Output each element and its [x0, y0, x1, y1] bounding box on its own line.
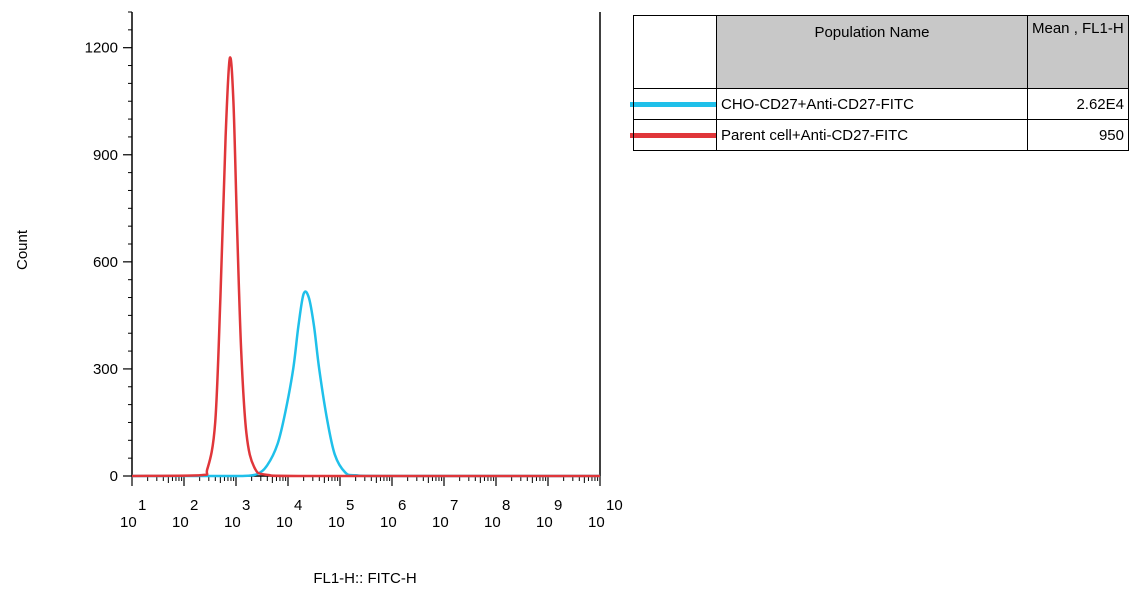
x-tick-exponent: 9: [554, 497, 562, 514]
legend-swatch-cell: [630, 88, 717, 120]
x-tick-label: 10: [172, 514, 189, 531]
x-tick-exponent: 6: [398, 497, 406, 514]
legend-header-blank: [633, 15, 717, 89]
x-tick-label: 10: [380, 514, 397, 531]
legend-row-value: 950: [1027, 119, 1129, 151]
y-tick-label: 300: [93, 361, 118, 378]
legend-table: Population Name Mean , FL1-H CHO-CD27+An…: [630, 15, 1129, 151]
x-tick-exponent: 7: [450, 497, 458, 514]
legend-header-name: Population Name: [716, 15, 1028, 89]
legend-row: CHO-CD27+Anti-CD27-FITC 2.62E4: [630, 88, 1129, 120]
series-line: [131, 290, 600, 478]
legend-swatch: [630, 132, 716, 138]
y-axis-label: Count: [13, 229, 31, 271]
x-tick-label: 10: [276, 514, 293, 531]
x-axis-label: FL1-H:: FITC-H: [313, 570, 417, 587]
plot-axes: [131, 12, 601, 477]
y-tick-label: 900: [93, 147, 118, 164]
legend-header-row: Population Name Mean , FL1-H: [633, 15, 1129, 89]
axis-ticks: 0300600900120010110210310410510610710810…: [85, 11, 623, 531]
legend-swatch-cell: [630, 119, 717, 151]
series-layer: [131, 56, 600, 478]
x-tick-label: 10: [588, 514, 605, 531]
x-tick-exponent: 10: [606, 497, 623, 514]
x-tick-exponent: 3: [242, 497, 250, 514]
legend-row-name: Parent cell+Anti-CD27-FITC: [716, 119, 1028, 151]
legend-header-mean: Mean , FL1-H: [1027, 15, 1129, 89]
x-tick-label: 10: [432, 514, 449, 531]
legend-swatch: [630, 101, 716, 107]
x-tick-label: 10: [328, 514, 345, 531]
x-tick-label: 10: [120, 514, 137, 531]
y-tick-label: 0: [110, 468, 118, 485]
x-tick-exponent: 2: [190, 497, 198, 514]
legend-row-name: CHO-CD27+Anti-CD27-FITC: [716, 88, 1028, 120]
y-tick-label: 600: [93, 254, 118, 271]
x-tick-exponent: 5: [346, 497, 354, 514]
x-tick-label: 10: [224, 514, 241, 531]
x-tick-exponent: 8: [502, 497, 510, 514]
x-tick-label: 10: [484, 514, 501, 531]
y-tick-label: 1200: [85, 40, 118, 57]
legend-row: Parent cell+Anti-CD27-FITC 950: [630, 119, 1129, 151]
series-line: [131, 56, 600, 478]
x-tick-exponent: 4: [294, 497, 302, 514]
legend-row-value: 2.62E4: [1027, 88, 1129, 120]
x-tick-label: 10: [536, 514, 553, 531]
x-tick-exponent: 1: [138, 497, 146, 514]
